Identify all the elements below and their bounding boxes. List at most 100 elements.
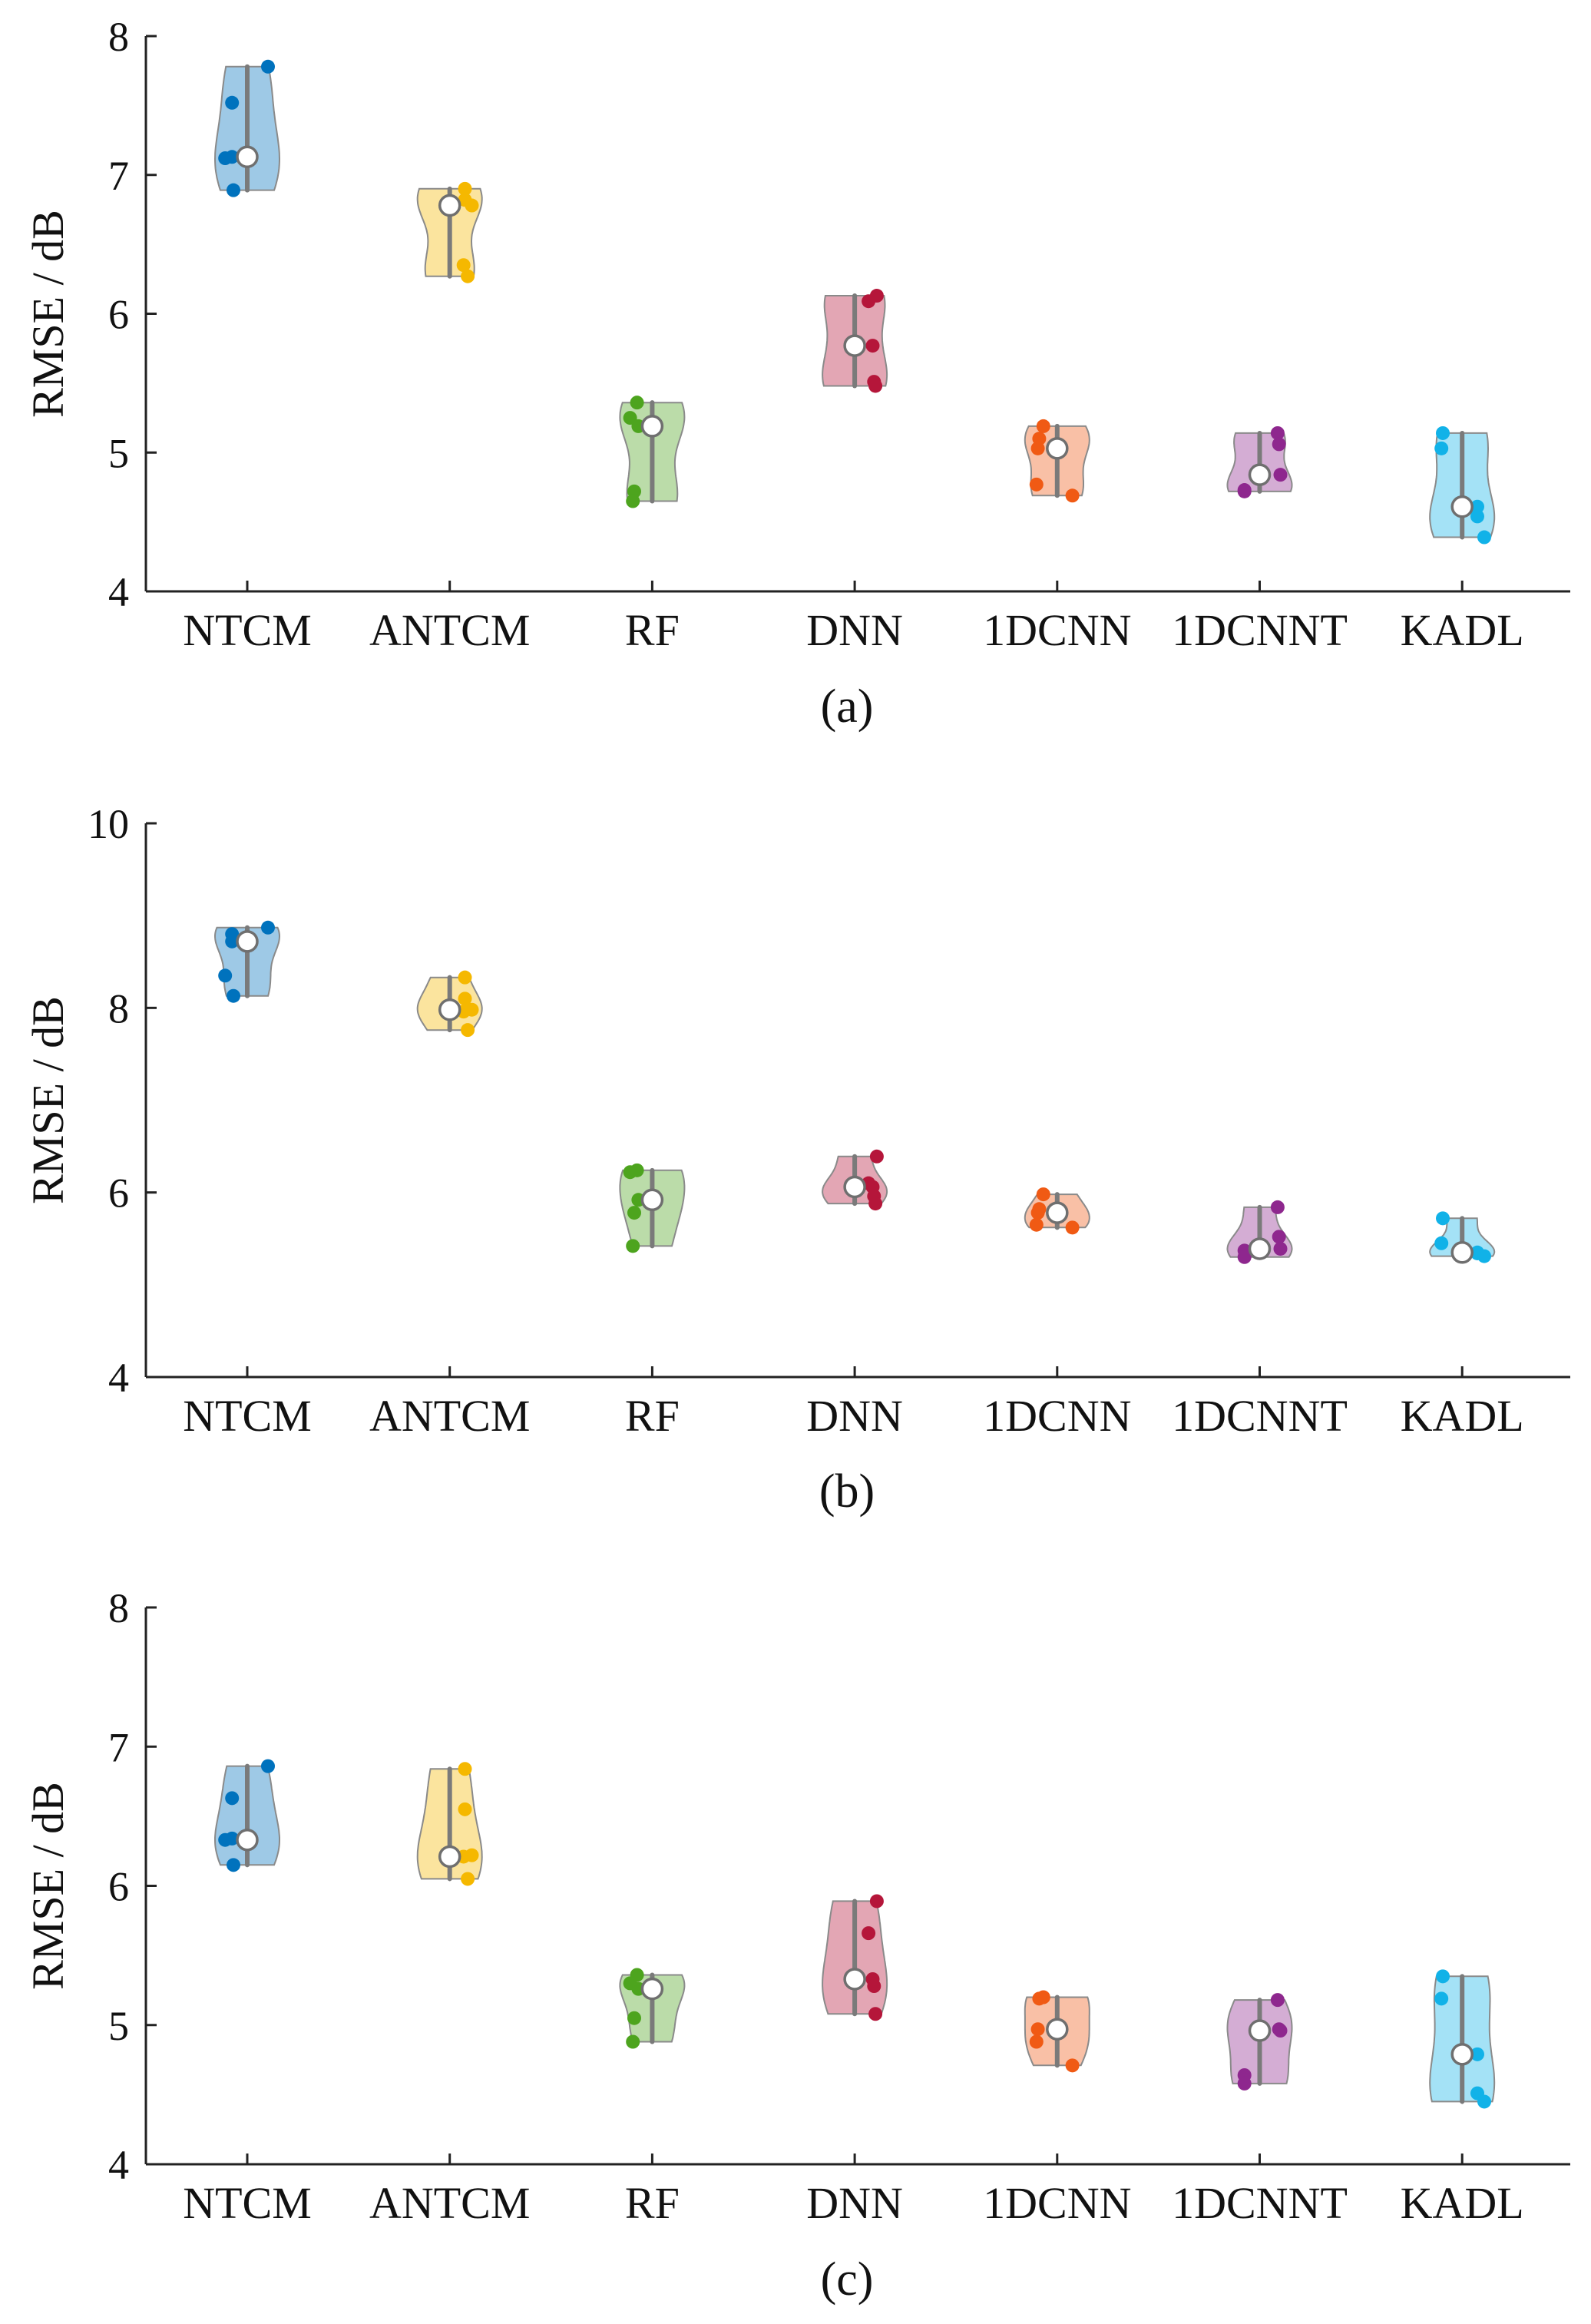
- x-tick-label-1dcnn: 1DCNN: [983, 605, 1131, 655]
- x-tick-label-ntcm: NTCM: [183, 2178, 312, 2228]
- data-point-1dcnnt: [1272, 1230, 1286, 1244]
- data-point-1dcnn: [1030, 1206, 1045, 1220]
- panel-label: (c): [821, 2253, 874, 2306]
- data-point-dnn: [868, 1197, 883, 1211]
- data-point-antcm: [461, 269, 475, 283]
- median-marker-rf: [640, 415, 664, 438]
- data-point-rf: [626, 494, 640, 508]
- data-point-kadl: [1434, 441, 1449, 455]
- data-point-antcm: [458, 992, 472, 1006]
- y-tick-label: 8: [108, 1585, 129, 1631]
- y-tick-label: 5: [108, 2003, 129, 2049]
- data-point-1dcnnt: [1270, 1993, 1285, 2008]
- y-tick-label: 4: [108, 2142, 129, 2188]
- panel-label: (a): [821, 680, 874, 733]
- chart-panel-2: 4 6 8 10 RMSE / dB NTCM ANTCM RF DNN 1DCNN 1DCNNT K…: [23, 801, 1570, 1518]
- y-axis-label: RMSE / dB: [23, 210, 73, 418]
- data-point-ntcm: [225, 95, 240, 110]
- data-point-antcm: [458, 1762, 472, 1776]
- data-point-kadl: [1470, 2047, 1484, 2061]
- median-marker-1dcnnt: [1248, 1237, 1272, 1260]
- x-tick-label-dnn: DNN: [806, 2178, 903, 2228]
- median-marker-1dcnnt: [1248, 463, 1272, 486]
- x-tick-label-1dcnnt: 1DCNNT: [1172, 2178, 1348, 2228]
- data-point-1dcnn: [1065, 1220, 1080, 1235]
- y-tick-label: 7: [108, 153, 129, 199]
- x-tick-label-rf: RF: [625, 2178, 680, 2228]
- x-tick-label-1dcnn: 1DCNN: [983, 1391, 1131, 1441]
- data-point-dnn: [862, 294, 876, 309]
- data-point-rf: [630, 396, 644, 410]
- data-point-rf: [623, 1165, 637, 1180]
- data-point-1dcnnt: [1273, 2024, 1288, 2038]
- data-point-1dcnn: [1029, 2034, 1044, 2049]
- y-axis-label: RMSE / dB: [23, 1782, 73, 1990]
- data-point-ntcm: [225, 1791, 240, 1806]
- data-point-antcm: [456, 258, 471, 273]
- x-tick-label-dnn: DNN: [806, 1391, 903, 1441]
- median-marker-dnn: [843, 1175, 866, 1199]
- x-tick-label-1dcnnt: 1DCNNT: [1172, 1391, 1348, 1441]
- data-point-dnn: [869, 1894, 884, 1909]
- y-tick-label: 5: [108, 430, 129, 476]
- median-marker-1dcnnt: [1248, 2019, 1272, 2042]
- data-point-dnn: [868, 379, 883, 393]
- data-point-1dcnn: [1032, 1991, 1047, 2006]
- data-point-ntcm: [261, 920, 275, 935]
- data-point-1dcnn: [1030, 441, 1045, 455]
- x-tick-label-kadl: KADL: [1401, 2178, 1524, 2228]
- data-point-1dcnn: [1029, 1217, 1044, 1232]
- median-marker-antcm: [438, 998, 461, 1021]
- x-tick-label-antcm: ANTCM: [369, 1391, 530, 1441]
- data-point-ntcm: [227, 988, 240, 1003]
- data-point-1dcnn: [1029, 477, 1044, 492]
- y-axis-label: RMSE / dB: [23, 996, 73, 1204]
- data-point-rf: [627, 2011, 641, 2025]
- data-point-rf: [627, 1206, 641, 1220]
- data-point-1dcnnt: [1273, 1241, 1288, 1256]
- median-marker-rf: [640, 1977, 664, 2001]
- data-point-1dcnnt: [1272, 437, 1286, 452]
- data-point-1dcnn: [1065, 488, 1080, 503]
- y-tick-label: 6: [108, 1864, 129, 1910]
- x-tick-label-ntcm: NTCM: [183, 1391, 312, 1441]
- data-point-1dcnnt: [1237, 2076, 1252, 2091]
- x-tick-label-antcm: ANTCM: [369, 2178, 530, 2228]
- data-point-antcm: [461, 1872, 475, 1886]
- data-point-1dcnn: [1036, 1187, 1050, 1202]
- panel-label: (b): [819, 1465, 875, 1518]
- data-point-antcm: [458, 1802, 472, 1816]
- data-point-1dcnnt: [1237, 1250, 1252, 1264]
- data-point-kadl: [1434, 1236, 1449, 1250]
- y-tick-label: 6: [108, 292, 129, 338]
- median-marker-dnn: [843, 334, 866, 357]
- data-point-ntcm: [261, 1759, 275, 1773]
- x-tick-label-rf: RF: [625, 605, 680, 655]
- median-marker-dnn: [843, 1968, 866, 1991]
- median-marker-kadl: [1450, 2043, 1474, 2066]
- data-point-1dcnn: [1030, 2022, 1045, 2037]
- data-point-kadl: [1470, 509, 1484, 524]
- data-point-kadl: [1477, 2094, 1491, 2109]
- data-point-kadl: [1436, 425, 1450, 440]
- data-point-antcm: [458, 181, 472, 196]
- data-point-kadl: [1477, 530, 1491, 545]
- data-point-dnn: [867, 1979, 882, 1993]
- data-point-dnn: [862, 1926, 876, 1941]
- data-point-1dcnnt: [1270, 425, 1285, 440]
- data-point-antcm: [458, 970, 472, 985]
- data-point-kadl: [1470, 499, 1484, 514]
- y-tick-label: 8: [108, 14, 129, 60]
- x-tick-label-dnn: DNN: [806, 605, 903, 655]
- median-marker-ntcm: [236, 930, 259, 953]
- y-tick-label: 7: [108, 1724, 129, 1770]
- y-tick-label: 6: [108, 1170, 129, 1217]
- data-point-dnn: [865, 339, 880, 353]
- data-point-antcm: [461, 1023, 475, 1038]
- x-tick-label-kadl: KADL: [1401, 605, 1524, 655]
- median-marker-kadl: [1450, 495, 1474, 518]
- median-marker-1dcnn: [1046, 437, 1069, 460]
- data-point-1dcnn: [1065, 2058, 1080, 2073]
- x-tick-label-antcm: ANTCM: [369, 605, 530, 655]
